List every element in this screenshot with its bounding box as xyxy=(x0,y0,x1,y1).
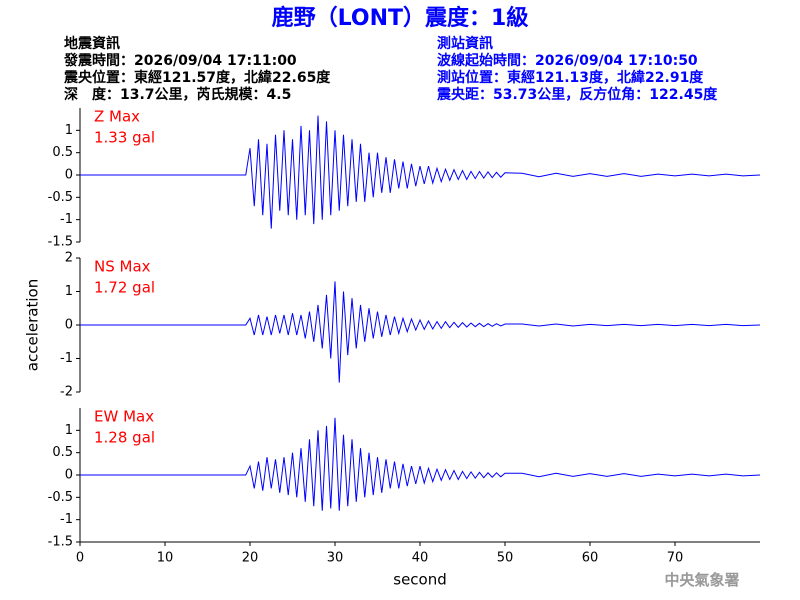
annotation: 1.28 gal xyxy=(94,429,155,447)
y-tick-label: -0.5 xyxy=(48,490,73,505)
station-info: 震央距：53.73公里，反方位角：122.45度 xyxy=(436,86,718,103)
waveform xyxy=(80,281,761,383)
x-tick-label: 50 xyxy=(497,551,514,566)
y-tick-label: 1 xyxy=(65,423,73,438)
event-info: 地震資訊 xyxy=(64,35,120,52)
y-axis-label: acceleration xyxy=(24,279,42,371)
annotation: 1.72 gal xyxy=(94,279,155,297)
station-info: 波線起始時間：2026/09/04 17:10:50 xyxy=(437,52,698,69)
x-tick-label: 10 xyxy=(157,551,174,566)
y-tick-label: 1 xyxy=(65,284,73,299)
station-info: 測站位置：東經121.13度，北緯22.91度 xyxy=(437,69,704,86)
footer: 中央氣象署 xyxy=(664,571,739,589)
y-tick-label: 0 xyxy=(65,318,73,333)
event-info: 深 度：13.7公里，芮氏規模：4.5 xyxy=(64,86,291,103)
y-tick-label: -1.5 xyxy=(48,235,73,250)
y-tick-label: -2 xyxy=(60,385,73,400)
event-info: 震央位置：東經121.57度，北緯22.65度 xyxy=(63,69,331,86)
y-tick-label: -1 xyxy=(60,512,73,527)
x-tick-label: 40 xyxy=(412,551,429,566)
x-tick-label: 30 xyxy=(327,551,344,566)
annotation: NS Max xyxy=(94,258,151,276)
waveform xyxy=(80,115,761,229)
y-tick-label: 1 xyxy=(65,123,73,138)
y-tick-label: 0.5 xyxy=(52,445,73,460)
x-tick-label: 0 xyxy=(76,551,84,566)
waveform xyxy=(80,417,761,511)
x-tick-label: 20 xyxy=(242,551,259,566)
y-tick-label: -1.5 xyxy=(48,535,73,550)
x-axis-label: second xyxy=(393,571,447,589)
y-tick-label: 2 xyxy=(65,251,73,266)
y-tick-label: 0 xyxy=(65,168,73,183)
y-tick-label: -1 xyxy=(60,351,73,366)
station-info: 測站資訊 xyxy=(437,35,493,52)
annotation: EW Max xyxy=(94,408,154,426)
y-tick-label: 0 xyxy=(65,468,73,483)
y-tick-label: 0.5 xyxy=(52,145,73,160)
y-tick-label: -1 xyxy=(60,212,73,227)
event-info: 發震時間：2026/09/04 17:11:00 xyxy=(63,52,297,69)
chart-title: 鹿野（LONT）震度：1級 xyxy=(272,5,529,31)
annotation: 1.33 gal xyxy=(94,129,155,147)
x-tick-label: 70 xyxy=(667,551,684,566)
x-tick-label: 60 xyxy=(582,551,599,566)
annotation: Z Max xyxy=(94,108,140,126)
y-tick-label: -0.5 xyxy=(48,190,73,205)
